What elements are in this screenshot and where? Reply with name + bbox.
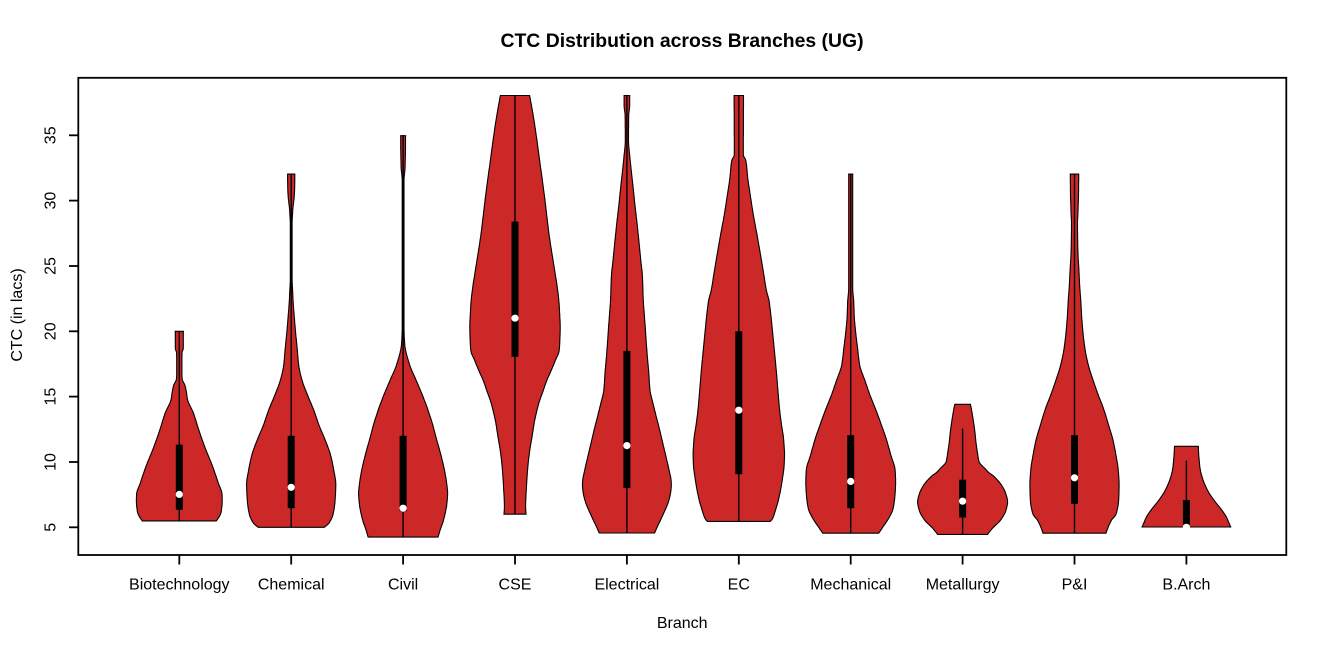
svg-text:CTC (in lacs): CTC (in lacs) <box>9 268 26 361</box>
svg-text:Electrical: Electrical <box>594 577 659 594</box>
svg-text:5: 5 <box>43 523 60 532</box>
svg-text:B.Arch: B.Arch <box>1162 577 1210 594</box>
svg-text:30: 30 <box>43 192 60 210</box>
svg-text:Biotechnology: Biotechnology <box>129 577 230 594</box>
svg-text:Branch: Branch <box>657 615 708 632</box>
svg-text:EC: EC <box>728 577 750 594</box>
svg-text:P&I: P&I <box>1062 577 1088 594</box>
svg-text:35: 35 <box>43 126 60 144</box>
svg-text:Chemical: Chemical <box>258 577 325 594</box>
svg-text:15: 15 <box>43 388 60 406</box>
svg-text:10: 10 <box>43 453 60 471</box>
svg-text:Metallurgy: Metallurgy <box>926 577 1000 594</box>
svg-text:CSE: CSE <box>499 577 532 594</box>
svg-text:20: 20 <box>43 322 60 340</box>
svg-text:Civil: Civil <box>388 577 418 594</box>
svg-text:25: 25 <box>43 257 60 275</box>
svg-text:Mechanical: Mechanical <box>810 577 891 594</box>
svg-text:CTC Distribution across Branch: CTC Distribution across Branches (UG) <box>500 30 863 52</box>
